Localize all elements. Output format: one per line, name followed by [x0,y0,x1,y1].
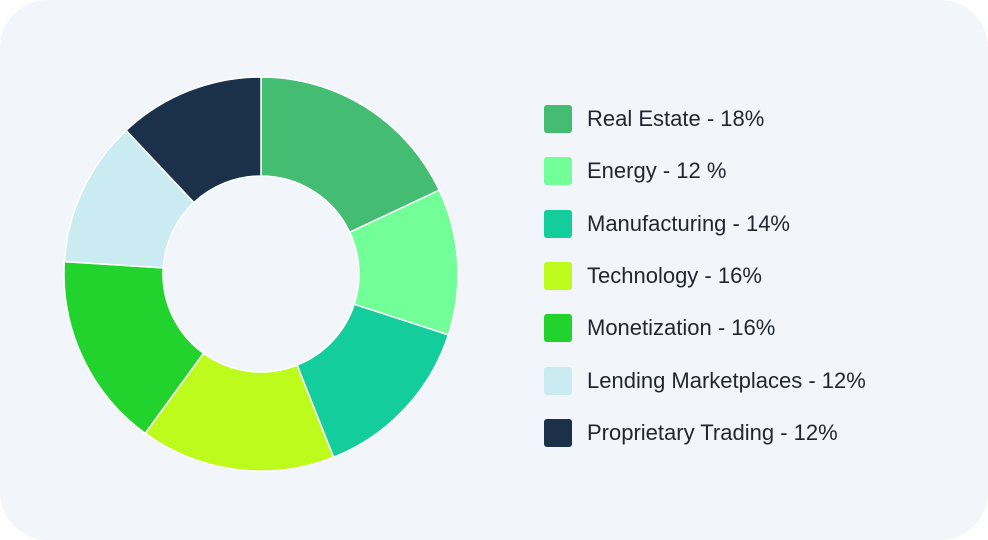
legend-item-manufacturing: Manufacturing - 14% [544,198,866,250]
donut-slice-monetization [63,260,205,435]
legend-label: Technology - 16% [587,263,762,289]
chart-legend: Real Estate - 18% Energy - 12 % Manufact… [544,100,866,459]
legend-swatch [544,314,572,343]
legend-label: Proprietary Trading - 12% [587,419,838,445]
legend-item-lending-marketplaces: Lending Marketplaces - 12% [544,354,866,406]
donut-slice-real-estate [260,76,441,234]
legend-swatch [544,157,572,186]
legend-swatch [544,366,572,395]
donut-slice-technology [144,352,335,472]
legend-label: Lending Marketplaces - 12% [587,367,866,393]
legend-swatch [544,262,572,291]
donut-slice-proprietary-trading [125,76,262,204]
legend-swatch [544,209,572,238]
legend-label: Manufacturing - 14% [587,210,790,236]
legend-label: Energy - 12 % [587,158,727,184]
legend-label: Monetization - 16% [587,315,776,341]
legend-swatch [544,418,572,447]
legend-item-proprietary-trading: Proprietary Trading - 12% [544,407,866,459]
legend-label: Real Estate - 18% [587,106,765,132]
legend-item-monetization: Monetization - 16% [544,302,866,354]
legend-item-real-estate: Real Estate - 18% [544,93,866,145]
legend-swatch [544,105,572,134]
legend-item-technology: Technology - 16% [544,250,866,302]
legend-item-energy: Energy - 12 % [544,145,866,197]
